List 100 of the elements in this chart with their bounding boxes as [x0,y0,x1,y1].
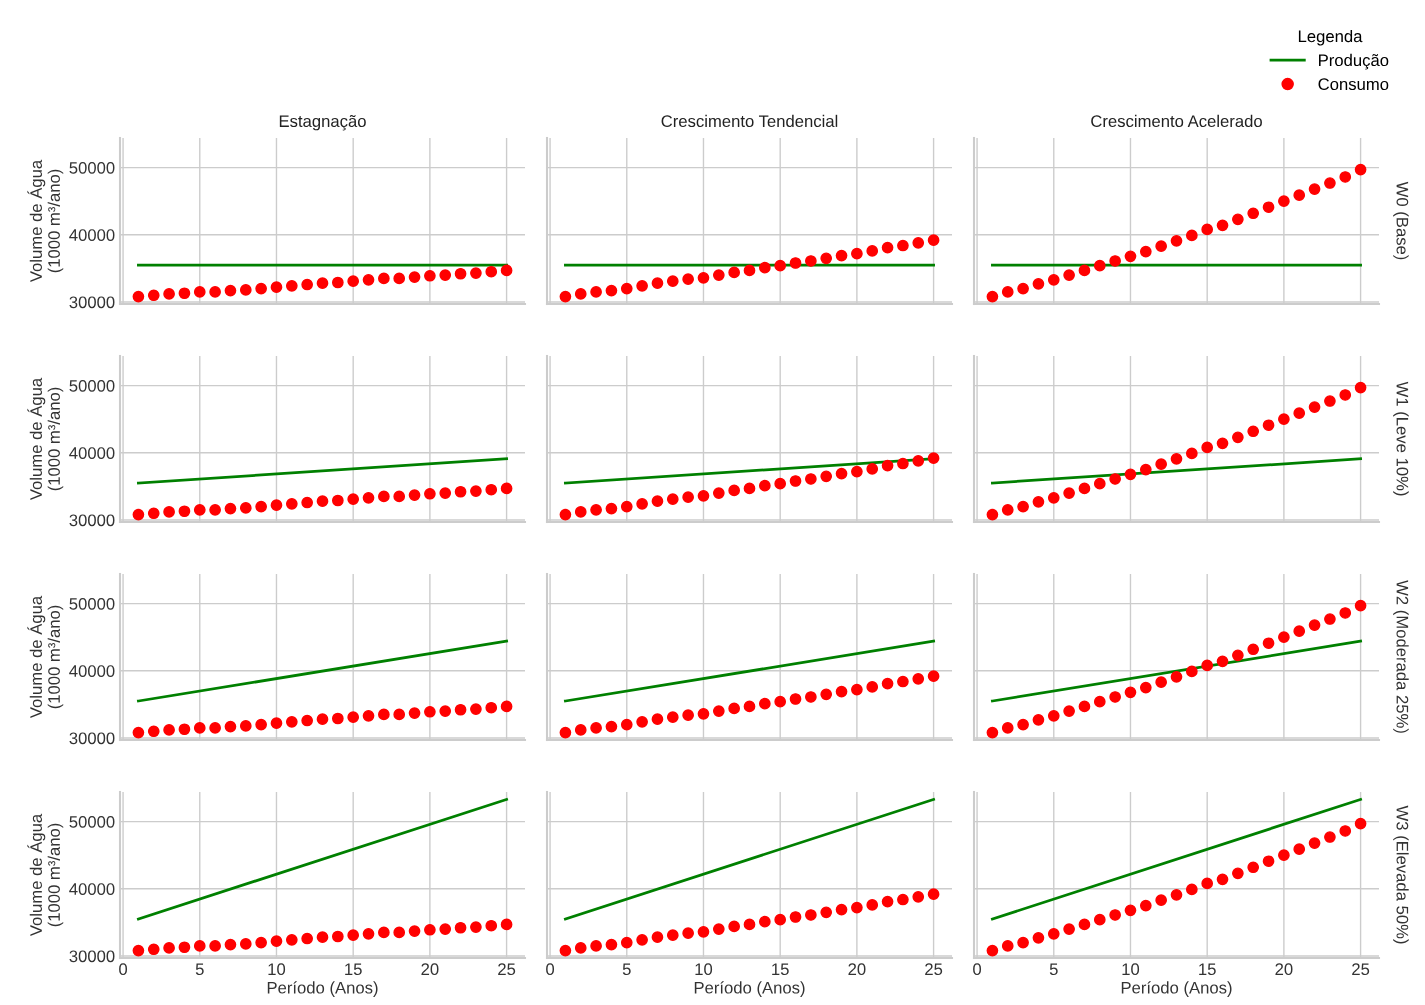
point [605,720,618,733]
point [805,473,817,485]
y-axis-title: Volume de Água (1000 m³/ano) [27,377,64,501]
point [378,926,390,939]
point [1139,463,1152,476]
point [758,479,771,492]
point [1139,245,1152,258]
legend-label: Produção [1319,53,1389,70]
x-tick-label: 0 [119,963,128,976]
point [393,272,406,285]
point [1324,177,1336,189]
point [1247,425,1260,438]
point [927,888,940,900]
point [1109,473,1121,485]
point [682,273,694,285]
point [1216,437,1229,450]
point [1201,877,1214,890]
point [1170,452,1183,465]
point [1078,264,1091,277]
point [270,717,283,730]
point [697,707,710,720]
point [331,494,344,507]
point [454,485,467,498]
point [209,286,221,298]
point [1063,923,1075,935]
point [239,502,252,514]
point [1170,234,1183,247]
point [285,934,298,946]
point [1354,817,1367,830]
point [470,485,482,497]
point [1293,189,1306,201]
y-axis-title: Volume de Água (1000 m³/ano) [27,595,64,719]
point [851,465,863,478]
point [1078,918,1091,931]
point [316,931,329,944]
point [1278,195,1290,208]
point [485,701,498,714]
x-tick-label: 10 [1122,963,1140,976]
point [1109,909,1121,921]
point [820,688,833,701]
legend-title: Legenda [1298,30,1363,46]
point [1308,619,1321,631]
point [347,711,360,723]
point [500,264,513,277]
point [439,705,452,717]
point [636,716,648,728]
point [743,482,756,495]
point [301,278,314,291]
point [1155,458,1168,471]
point [1124,250,1137,263]
point [590,286,602,298]
point [1109,255,1121,267]
point [255,936,267,949]
point [1308,183,1321,195]
point [728,920,741,933]
point [1032,713,1045,726]
point [378,490,390,503]
point [682,709,694,721]
point [636,934,648,946]
point [559,290,572,303]
point [574,942,587,954]
point [666,493,679,505]
point [1017,500,1029,513]
point [393,926,406,939]
point [851,683,863,696]
point [912,236,925,249]
point [1354,163,1367,176]
point [1232,213,1244,226]
point [682,491,694,503]
point [682,927,694,939]
point [1063,487,1075,499]
point [285,498,298,510]
point [835,903,848,916]
point [1078,482,1091,495]
x-tick-label: 25 [1352,963,1370,976]
point [1339,825,1352,837]
point [147,725,160,738]
legend-label: Consumo [1318,78,1389,91]
point [408,271,421,283]
chart-title: Crescimento Tendencial [661,114,838,128]
point [666,275,679,287]
text: W0 (Base) [1393,181,1409,260]
point [285,716,298,728]
point [774,259,787,272]
point [224,720,237,733]
point [835,249,848,262]
point [866,681,879,693]
point [1170,670,1183,683]
point [605,502,618,515]
text: W3 (Elevada 50%) [1393,805,1409,944]
point [620,500,633,513]
x-axis-title: Período (Anos) [267,981,378,997]
point [193,722,206,734]
x-tick-label: 0 [546,963,555,976]
point [1124,468,1137,481]
point [1032,495,1045,508]
point [163,506,175,518]
point [805,255,817,267]
point [697,925,710,938]
point [559,944,572,957]
